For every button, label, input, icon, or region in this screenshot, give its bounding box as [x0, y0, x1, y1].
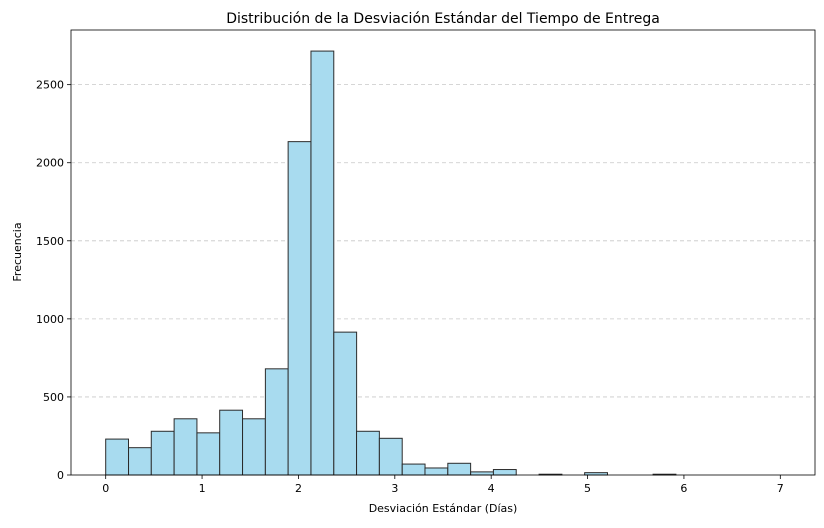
histogram-bar — [356, 430, 380, 476]
x-axis-ticks: 0 1 2 3 4 5 6 7 — [102, 475, 784, 495]
x-tick-label: 2 — [295, 482, 302, 495]
plot-frame — [70, 29, 816, 476]
histogram-bar — [447, 462, 472, 476]
y-axis-ticks: 0 500 1000 1500 2000 2500 — [36, 79, 71, 482]
histogram-bar — [196, 432, 221, 476]
y-tick-label: 0 — [57, 469, 64, 482]
x-tick-label: 4 — [488, 482, 495, 495]
histogram-bar — [470, 471, 494, 476]
y-tick-label: 2000 — [36, 157, 64, 170]
y-axis-label: Frecuencia — [11, 222, 24, 281]
histogram-bar — [310, 50, 335, 476]
y-tick-label: 1000 — [36, 313, 64, 326]
histogram-bar — [173, 418, 198, 476]
x-tick-label: 7 — [777, 482, 784, 495]
y-tick-label: 2500 — [36, 79, 64, 92]
histogram-bar — [128, 447, 152, 476]
chart-title: Distribución de la Desviación Estándar d… — [226, 11, 660, 27]
histogram-bar — [105, 438, 130, 476]
x-axis-label: Desviación Estándar (Días) — [369, 502, 518, 515]
y-tick-label: 500 — [43, 391, 64, 404]
x-tick-label: 0 — [102, 482, 109, 495]
histogram-bars — [105, 50, 677, 476]
x-tick-label: 1 — [199, 482, 206, 495]
histogram-bar — [401, 463, 426, 476]
x-tick-label: 3 — [391, 482, 398, 495]
histogram-bar — [264, 368, 289, 476]
histogram-bar — [242, 418, 266, 476]
x-tick-label: 6 — [680, 482, 687, 495]
x-tick-label: 5 — [584, 482, 591, 495]
histogram-bar — [378, 437, 403, 476]
grid-lines — [71, 84, 815, 398]
histogram-bar — [424, 467, 449, 476]
histogram-bar — [219, 409, 244, 476]
histogram-bar — [287, 141, 312, 476]
histogram-bar — [150, 430, 175, 476]
histogram-bar — [333, 331, 358, 476]
y-tick-label: 1500 — [36, 235, 64, 248]
histogram-bar — [492, 469, 517, 476]
